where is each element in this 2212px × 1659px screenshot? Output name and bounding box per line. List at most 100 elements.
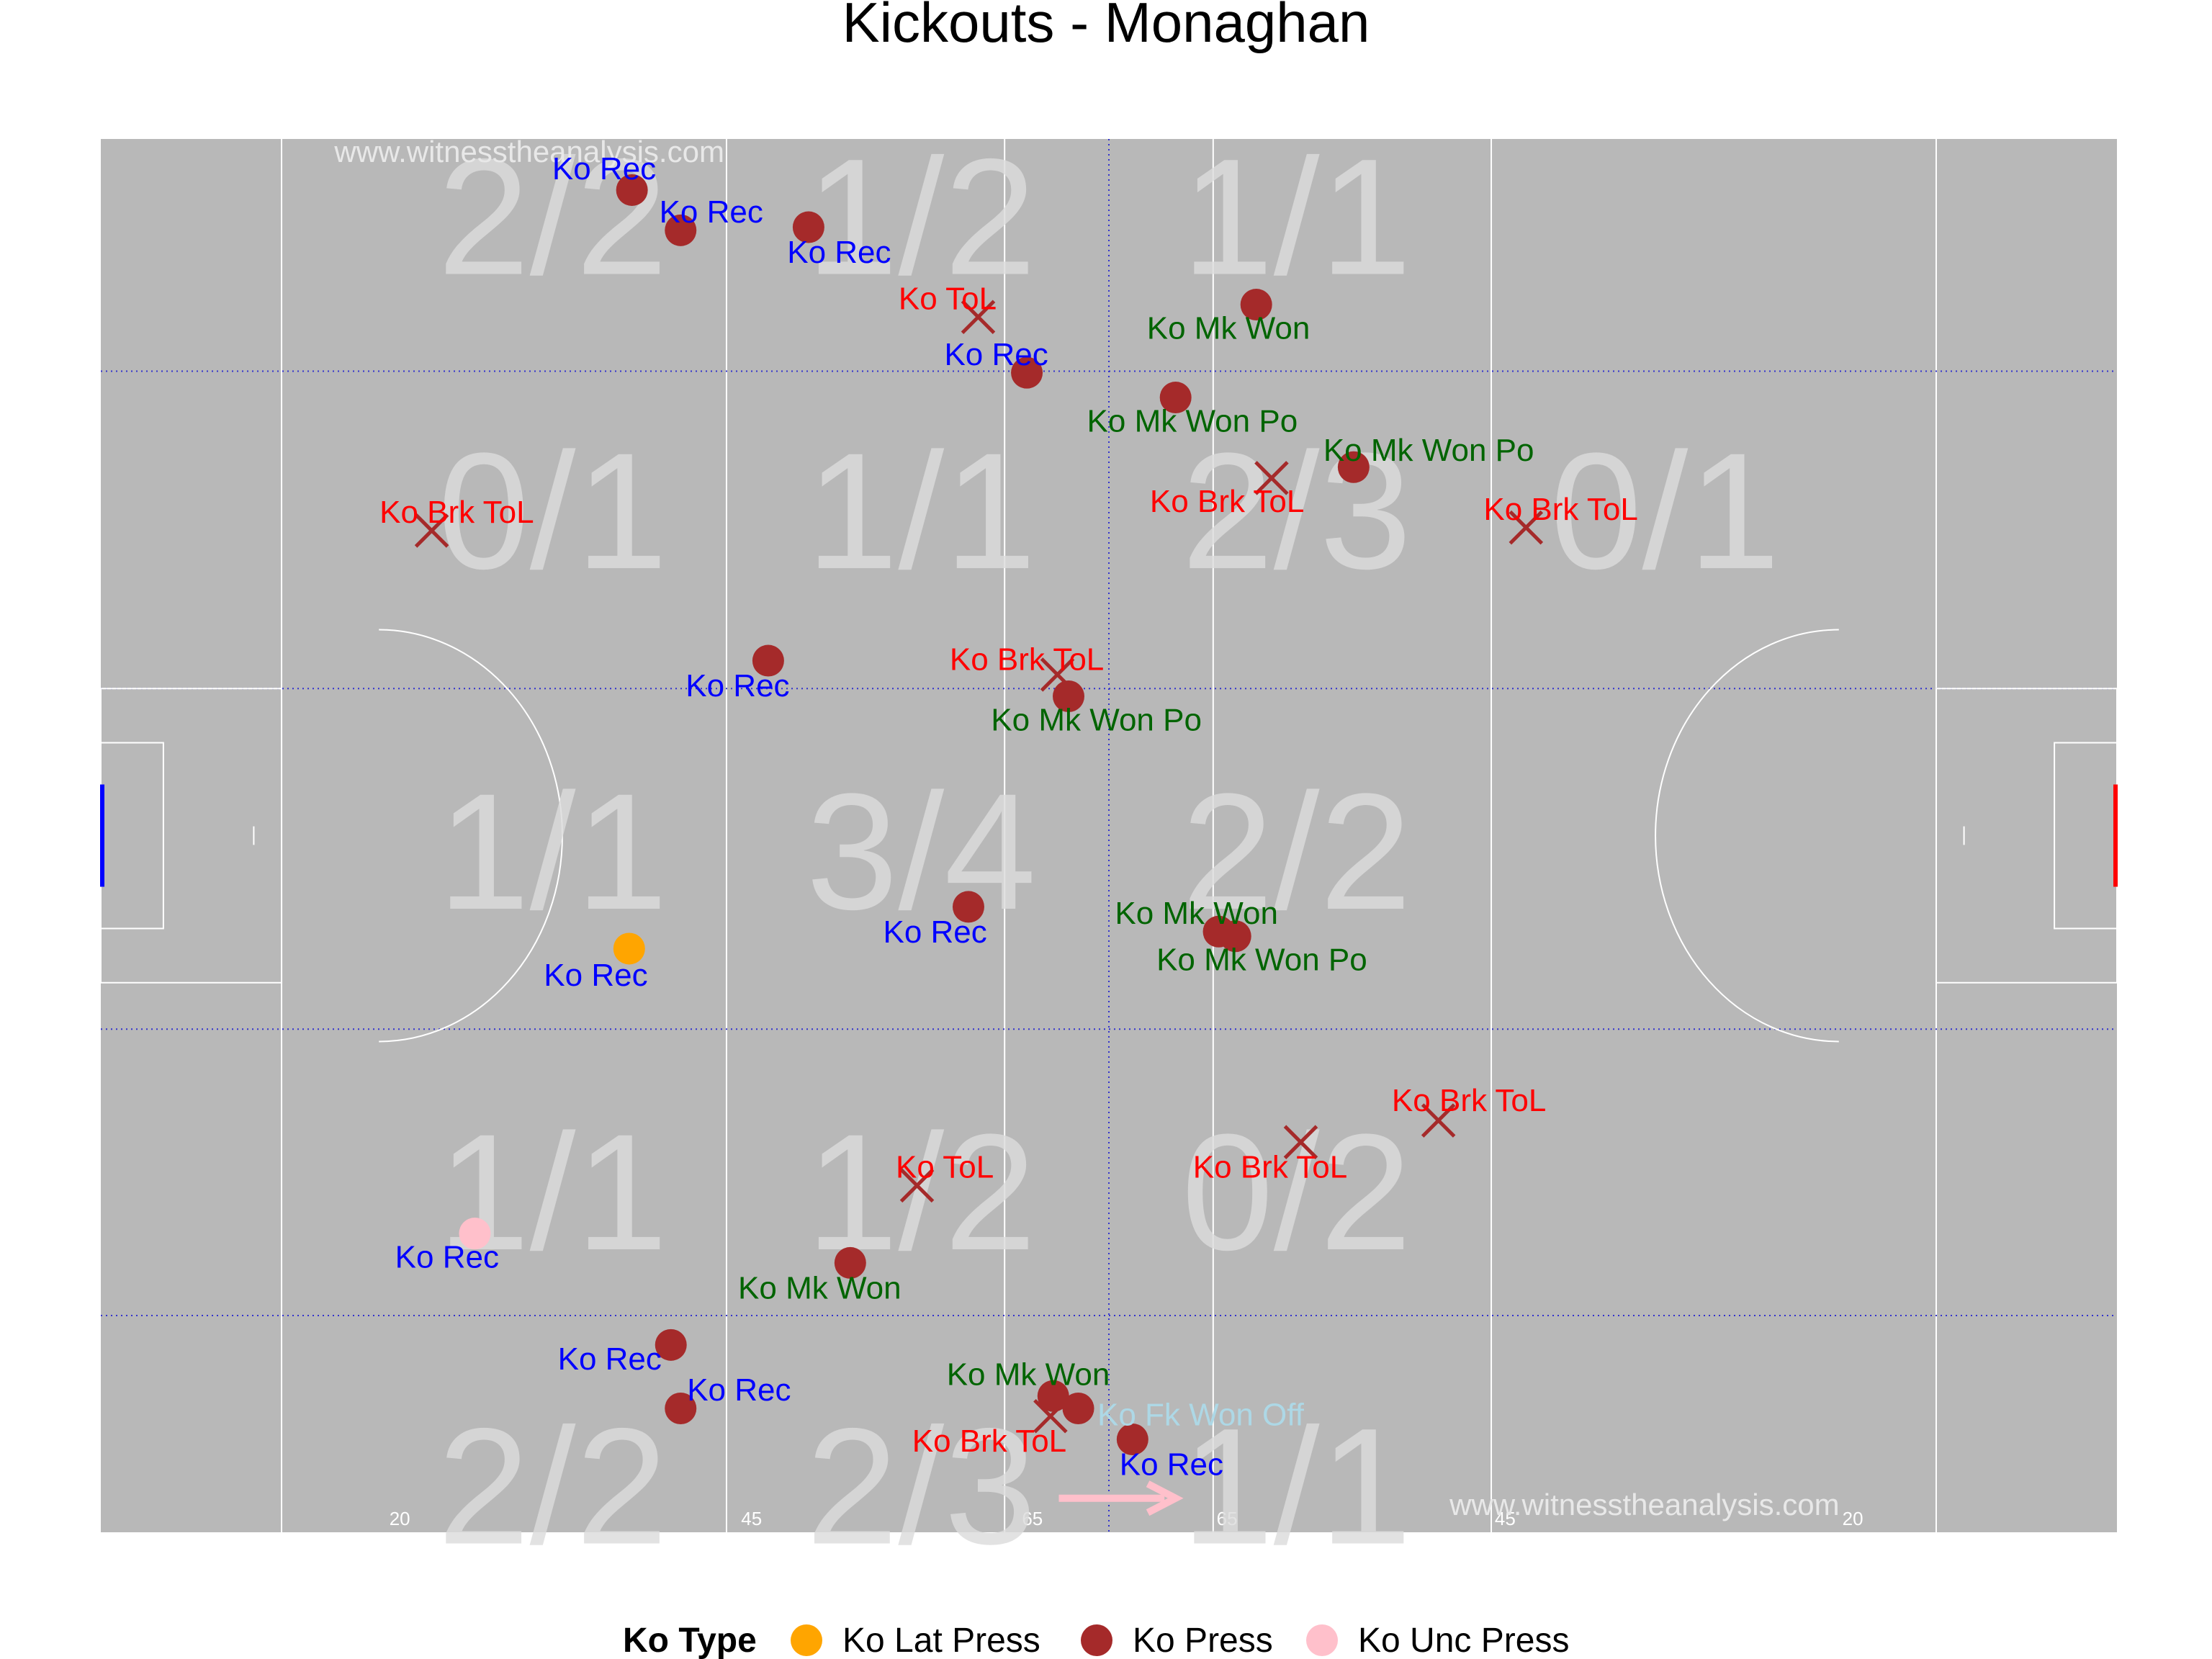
zone-count: 1/1 [1182,1394,1412,1579]
cross-stroke [961,300,996,335]
kickout-cross-marker [899,1168,935,1203]
kickout-label: Ko Mk Won [738,1270,902,1305]
watermarks: www.witnesstheanalysis.com www.witnessthe… [333,135,1839,1521]
cross-stroke [1283,1125,1318,1159]
zone-count: 2/3 [806,1394,1036,1579]
kickout-point [665,1393,697,1424]
kickout-label: Ko Rec [395,1239,499,1274]
zone-count: 0/1 [438,418,668,603]
kickout-point [1240,289,1272,321]
kickout-label: Ko Mk Won Po [1087,403,1298,439]
distance-marking: 45 [1495,1508,1516,1529]
zone-count: 2/2 [1182,759,1412,944]
distance-marking: 65 [1217,1508,1238,1529]
legend-swatch [791,1624,822,1656]
distance-marking: 20 [390,1508,410,1529]
kickout-cross-marker [1033,1398,1068,1434]
kickout-point [1011,356,1043,389]
cross-stroke [414,513,449,548]
kickout-label: Ko Brk ToL [1150,484,1304,519]
zone-count: 3/4 [806,759,1036,944]
cross-stroke [1040,657,1075,692]
chart-title: Kickouts - Monaghan [842,0,1370,54]
kickout-label: Ko Mk Won [1147,310,1310,346]
kickout-cross-marker [1283,1125,1318,1159]
left-arc [379,629,564,1043]
kickout-point [1337,451,1370,483]
zone-count: 2/2 [438,125,668,310]
kickout-label: Ko Brk ToL [1483,492,1637,527]
zone-count: 1/1 [806,418,1036,603]
kickout-label: Ko Mk Won [947,1357,1110,1393]
zone-count: 2/2 [438,1394,668,1579]
kickout-point [1159,382,1192,414]
kickout-points [414,174,1544,1455]
kickout-point [1116,1424,1148,1455]
zone-count: 1/1 [438,759,668,944]
kickout-point [613,932,645,965]
kickout-point [1053,680,1084,712]
kickout-label: Ko Rec [558,1341,662,1377]
kickout-point [616,174,648,206]
kickout-point [834,1246,866,1279]
kickout-label: Ko Mk Won Po [1323,433,1534,468]
cross-stroke [1254,461,1289,495]
kickout-point [459,1218,491,1250]
legend-swatch [1081,1624,1112,1656]
kickout-label: Ko Mk Won Po [1156,943,1367,978]
kickout-point [752,644,784,677]
kickout-cross-marker [1509,510,1544,545]
kickout-label: Ko Rec [1120,1447,1223,1482]
pitch: 20 45 65 65 45 20 [100,139,2118,1532]
kickout-label: Ko Rec [660,194,763,230]
kickout-point [665,214,697,246]
kickout-point [952,891,984,923]
kickout-label: Ko Fk Won Off [1097,1398,1305,1433]
zone-count: 1/2 [806,125,1036,310]
kickout-label: Ko Rec [552,151,656,186]
zone-count: 2/3 [1182,418,1412,603]
kickout-label: Ko Rec [544,958,647,993]
kickout-label: Ko Mk Won [1115,896,1278,931]
kickout-label: Ko Rec [685,668,789,703]
cross-stroke [1033,1398,1068,1434]
right-arc [1654,629,1839,1043]
legend: Ko Type Ko Lat Press Ko Press Ko Unc Press [623,1622,1569,1659]
kickout-label: Ko Rec [687,1372,791,1408]
zone-counts: 2/2 1/2 1/10/1 1/1 2/3 0/11/1 3/4 2/21/1 1/2 0/22… [438,125,1781,1579]
kickout-label: Ko ToL [899,281,997,316]
distance-marking: 20 [1843,1508,1863,1529]
kickout-point [655,1328,687,1361]
zone-count: 1/1 [438,1100,668,1285]
direction-arrowhead [1146,1480,1184,1516]
kickout-point [1219,920,1251,953]
kickout-label: Ko Rec [883,914,986,950]
kickout-label: Ko ToL [896,1150,994,1185]
legend-item-label: Ko Lat Press [842,1622,1040,1659]
distance-marking: 45 [741,1508,762,1529]
cross-stroke [1509,510,1544,545]
legend-title: Ko Type [623,1622,757,1659]
kickout-cross-marker [1421,1103,1456,1138]
legend-item-label: Ko Press [1133,1622,1273,1659]
kickout-label: Ko Brk ToL [379,495,534,530]
kickout-label: Ko Brk ToL [912,1424,1066,1459]
watermark-top: www.witnesstheanalysis.com [333,135,724,168]
kickout-cross-marker [961,300,996,335]
cross-stroke [1421,1103,1456,1138]
kickout-point [792,211,824,243]
zone-count: 1/1 [1182,125,1412,310]
zone-count: 0/1 [1550,418,1781,603]
legend-item-label: Ko Unc Press [1358,1622,1569,1659]
watermark-bottom: www.witnesstheanalysis.com [1449,1488,1840,1521]
cross-stroke [899,1168,935,1203]
kickout-cross-marker [414,513,449,548]
kickout-label: Ko Rec [944,337,1048,372]
kickout-point [1062,1393,1094,1424]
kickout-label: Ko Brk ToL [950,642,1104,677]
kickout-label: Ko Brk ToL [1193,1150,1347,1185]
zone-count: 0/2 [1182,1100,1412,1285]
kickout-label: Ko Rec [787,235,891,270]
